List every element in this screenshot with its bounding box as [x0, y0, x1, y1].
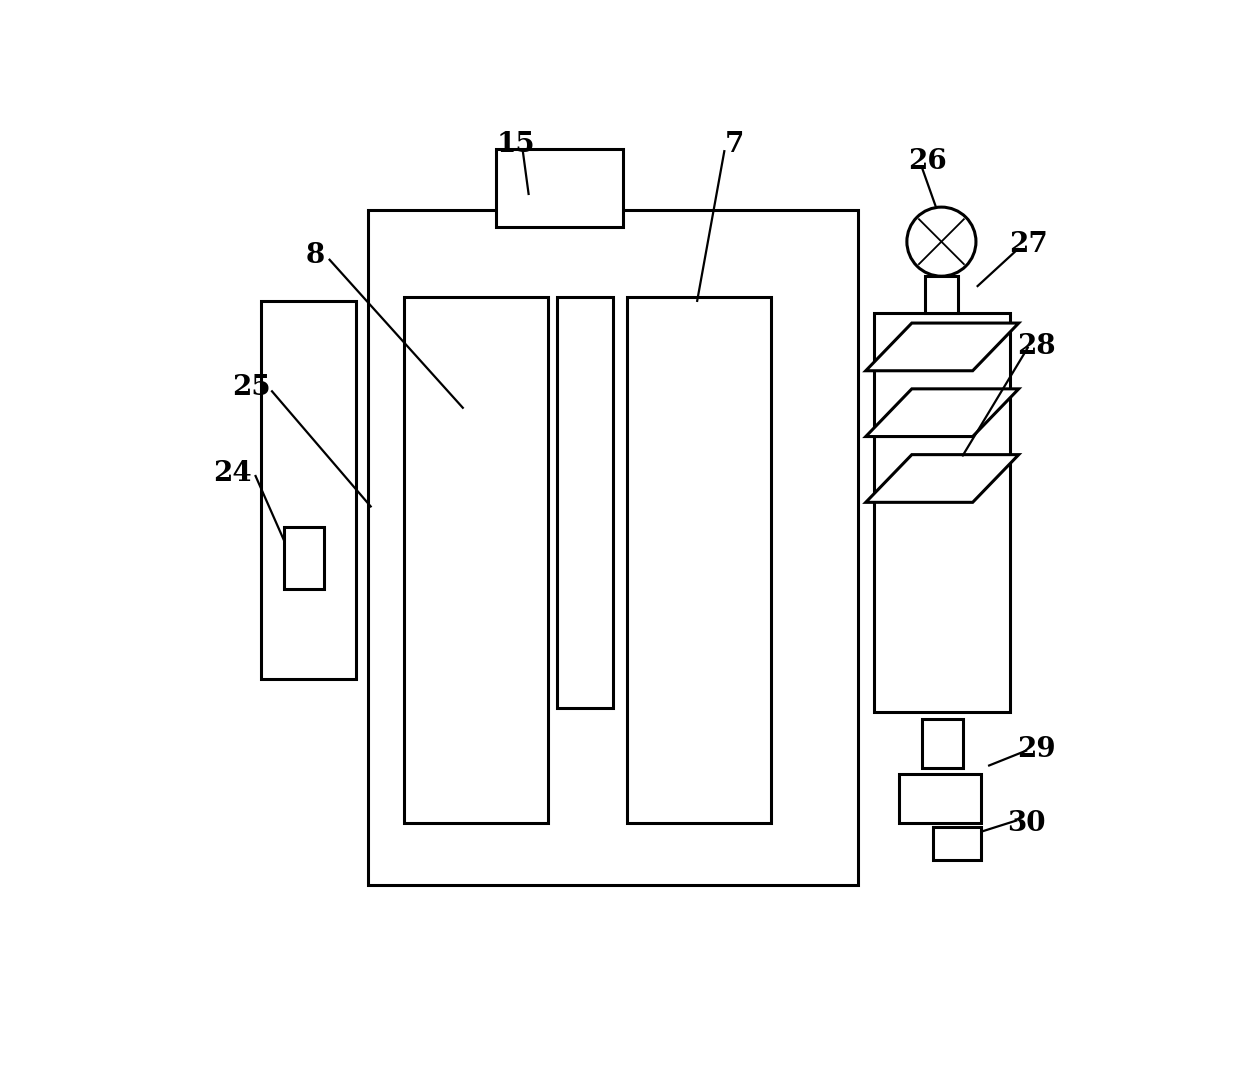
Polygon shape [866, 455, 1019, 502]
Bar [934, 827, 981, 860]
Text: 24: 24 [213, 460, 252, 487]
Bar [403, 297, 548, 823]
Text: 29: 29 [1018, 736, 1056, 763]
Text: 27: 27 [1009, 232, 1048, 258]
Text: 15: 15 [497, 131, 536, 158]
Bar [921, 719, 962, 768]
Polygon shape [866, 389, 1019, 437]
Bar [368, 210, 858, 884]
Text: 30: 30 [1007, 810, 1045, 836]
Text: 26: 26 [908, 147, 947, 174]
Text: 28: 28 [1018, 332, 1056, 360]
Bar [627, 297, 771, 823]
Bar [496, 148, 624, 226]
Bar [284, 527, 324, 588]
Text: 7: 7 [724, 131, 744, 158]
Bar [899, 773, 981, 823]
Bar [874, 313, 1009, 712]
Polygon shape [866, 323, 1019, 371]
Bar [557, 297, 614, 708]
Text: 8: 8 [305, 242, 325, 269]
Bar [262, 301, 356, 679]
Bar [925, 277, 957, 313]
Circle shape [906, 207, 976, 277]
Text: 25: 25 [232, 374, 270, 400]
